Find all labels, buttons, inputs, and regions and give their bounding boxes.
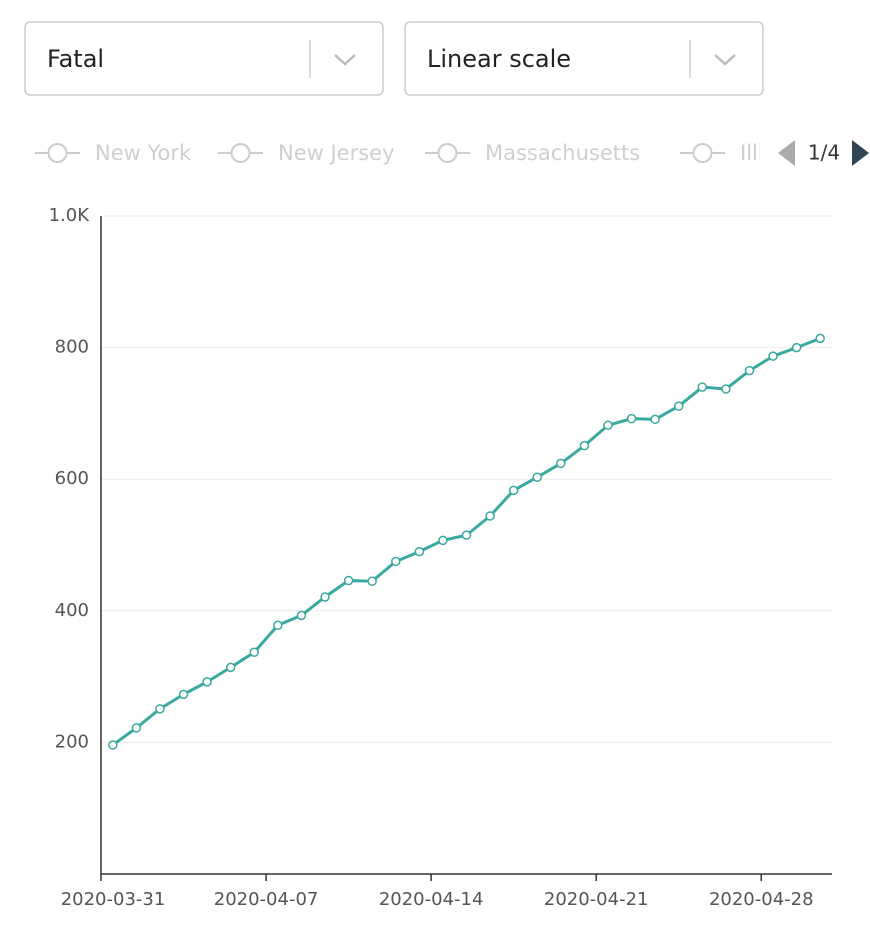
- legend-label: Illinois: [740, 141, 807, 165]
- x-tick-label: 2020-04-28: [709, 889, 814, 910]
- x-tick-label: 2020-03-31: [61, 889, 166, 910]
- point: [556, 458, 566, 469]
- y-tick-label: 1.0K: [49, 205, 91, 226]
- point: [367, 576, 377, 586]
- legend-label: New Jersey: [278, 141, 395, 165]
- point: [744, 365, 755, 376]
- point: [673, 401, 684, 411]
- point: [768, 351, 778, 361]
- legend-icon: [692, 143, 713, 163]
- metric-select[interactable]: Fatal: [24, 21, 384, 96]
- point: [508, 485, 519, 496]
- point: [296, 610, 307, 621]
- legend: New York New Jersey Massachusetts Illinois: [35, 141, 807, 165]
- y-tick-label: 200: [55, 731, 89, 752]
- legend-label: New York: [95, 141, 192, 165]
- point: [579, 440, 590, 451]
- point: [815, 333, 825, 344]
- x-tick-label: 2020-04-14: [379, 889, 484, 910]
- select-box[interactable]: [24, 21, 384, 96]
- point: [532, 472, 542, 482]
- legend-icon: [230, 143, 251, 163]
- scale-select[interactable]: Linear scale: [404, 21, 764, 96]
- point: [721, 384, 731, 394]
- point: [626, 413, 637, 424]
- select-box[interactable]: [404, 21, 764, 96]
- point: [438, 535, 448, 546]
- legend-item[interactable]: Massachusetts: [425, 141, 640, 165]
- point: [273, 620, 283, 631]
- point: [320, 592, 330, 602]
- legend-label: Massachusetts: [485, 141, 640, 165]
- legend-icon: [437, 143, 458, 163]
- point: [603, 420, 613, 430]
- point: [697, 382, 708, 392]
- point: [791, 342, 802, 353]
- select-value: Fatal: [47, 45, 104, 73]
- point: [131, 723, 142, 733]
- legend-item[interactable]: Illinois: [680, 141, 807, 165]
- plot: 200 400 600 800 1.0K 2020-03-31 2020-04-07 2020…: [49, 205, 832, 910]
- point: [249, 647, 260, 658]
- point: [485, 511, 495, 521]
- point: [225, 662, 236, 673]
- select-value: Linear scale: [427, 45, 571, 73]
- point: [343, 575, 354, 586]
- pager-prev[interactable]: [778, 140, 795, 166]
- x-tick-label: 2020-04-07: [214, 889, 319, 910]
- point: [391, 556, 401, 567]
- y-tick-label: 800: [55, 337, 89, 358]
- point: [202, 677, 212, 687]
- y-tick-label: 600: [55, 468, 89, 489]
- pager-next[interactable]: [852, 140, 869, 166]
- line: [111, 336, 821, 747]
- point: [108, 740, 118, 750]
- point: [178, 689, 189, 700]
- legend-item[interactable]: New York: [35, 141, 192, 165]
- legend-item[interactable]: New Jersey: [218, 141, 395, 165]
- y-tick-label: 400: [55, 600, 89, 621]
- x-tick-label: 2020-04-21: [544, 889, 649, 910]
- point: [414, 546, 425, 557]
- point: [155, 704, 165, 714]
- chevron: [334, 54, 356, 66]
- point: [650, 414, 660, 425]
- pager-text: 1/4: [808, 141, 840, 165]
- legend-icon: [47, 143, 68, 163]
- point: [461, 530, 472, 540]
- chevron: [714, 54, 736, 66]
